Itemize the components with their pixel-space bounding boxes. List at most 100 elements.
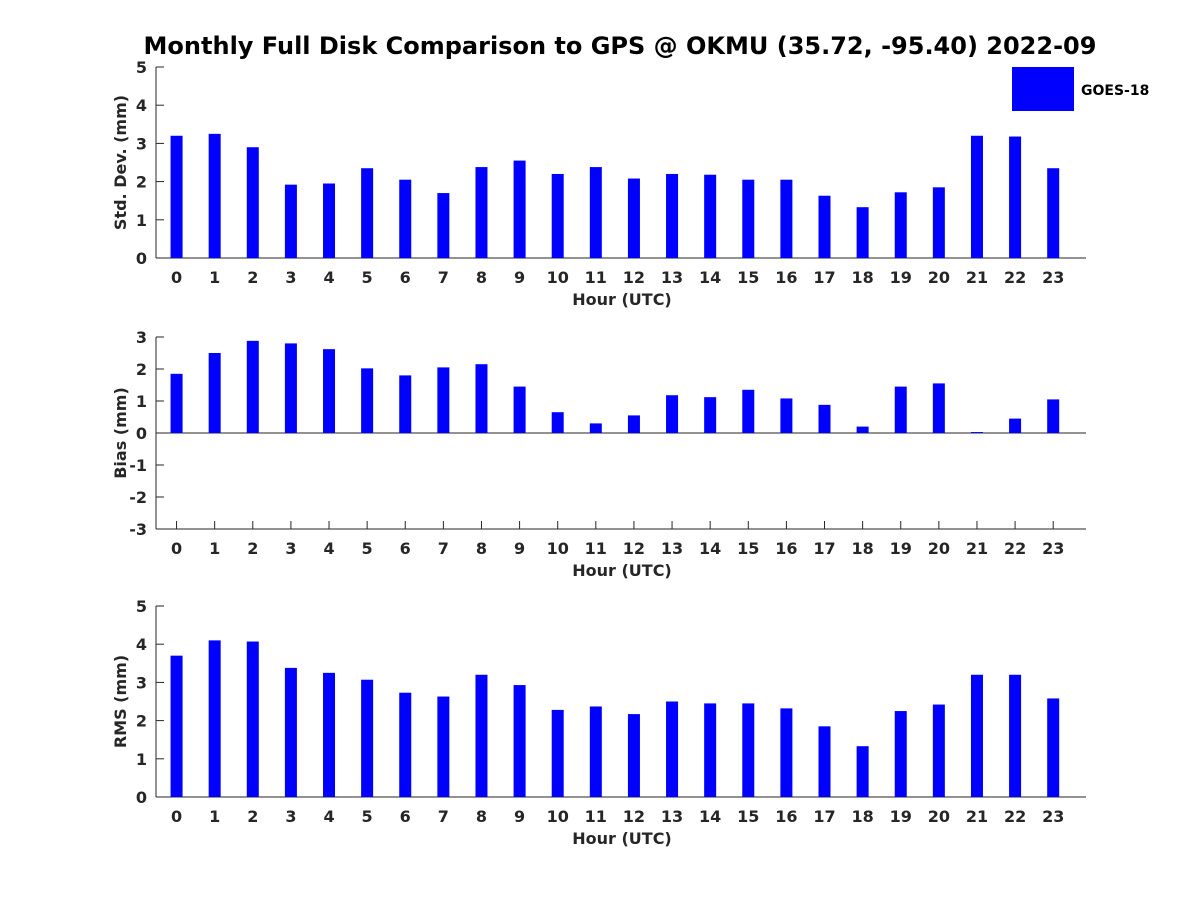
legend: GOES-18 bbox=[1012, 67, 1149, 111]
bar-hour-22 bbox=[1009, 136, 1022, 258]
x-tick-label: 3 bbox=[285, 807, 296, 826]
x-tick-label: 20 bbox=[928, 807, 950, 826]
x-tick-label: 6 bbox=[400, 807, 411, 826]
x-tick-label: 6 bbox=[400, 539, 411, 558]
x-tick-label: 19 bbox=[890, 807, 912, 826]
x-tick-label: 7 bbox=[438, 539, 449, 558]
y-tick-label: 3 bbox=[136, 134, 147, 153]
bar-hour-13 bbox=[666, 173, 679, 258]
bar-hour-0 bbox=[170, 135, 183, 258]
y-tick-label: 3 bbox=[136, 328, 147, 347]
x-tick-label: 8 bbox=[476, 807, 487, 826]
x-tick-label: 8 bbox=[476, 539, 487, 558]
bar-hour-14 bbox=[704, 174, 717, 258]
x-tick-label: 17 bbox=[813, 268, 835, 287]
bar-hour-20 bbox=[932, 704, 945, 797]
bar-hour-2 bbox=[246, 147, 259, 258]
bar-hour-17 bbox=[818, 726, 831, 797]
x-tick-label: 17 bbox=[813, 539, 835, 558]
bar-hour-4 bbox=[323, 183, 336, 258]
x-tick-label: 6 bbox=[400, 268, 411, 287]
bar-hour-0 bbox=[170, 655, 183, 797]
y-tick-label: 1 bbox=[136, 392, 147, 411]
bar-hour-16 bbox=[780, 708, 793, 797]
x-tick-label: 13 bbox=[661, 268, 683, 287]
bar-hour-13 bbox=[666, 701, 679, 797]
x-tick-label: 18 bbox=[851, 807, 873, 826]
x-tick-label: 7 bbox=[438, 268, 449, 287]
x-tick-label: 18 bbox=[851, 539, 873, 558]
bar-hour-8 bbox=[475, 674, 488, 797]
bar-hour-15 bbox=[742, 389, 755, 433]
x-tick-label: 19 bbox=[890, 268, 912, 287]
bar-hour-23 bbox=[1047, 399, 1060, 433]
x-tick-label: 14 bbox=[699, 539, 721, 558]
bar-hour-5 bbox=[361, 368, 374, 433]
bar-hour-7 bbox=[437, 696, 450, 797]
y-tick-label: 2 bbox=[136, 712, 147, 731]
bar-hour-12 bbox=[627, 714, 640, 797]
x-tick-label: 9 bbox=[514, 268, 525, 287]
bar-hour-4 bbox=[323, 672, 336, 797]
x-tick-label: 3 bbox=[285, 268, 296, 287]
bar-hour-18 bbox=[856, 746, 869, 797]
x-tick-label: 1 bbox=[209, 268, 220, 287]
y-tick-label: -1 bbox=[129, 456, 147, 475]
bar-hour-11 bbox=[589, 706, 602, 797]
bar-hour-1 bbox=[208, 133, 221, 258]
x-tick-label: 16 bbox=[775, 807, 797, 826]
x-tick-label: 21 bbox=[966, 268, 988, 287]
x-tick-label: 9 bbox=[514, 807, 525, 826]
bar-hour-18 bbox=[856, 426, 869, 433]
x-tick-label: 5 bbox=[362, 807, 373, 826]
x-tick-label: 12 bbox=[623, 539, 645, 558]
y-tick-label: 1 bbox=[136, 750, 147, 769]
bar-hour-11 bbox=[589, 423, 602, 433]
y-tick-label: 5 bbox=[136, 58, 147, 77]
bar-hour-4 bbox=[323, 349, 336, 433]
x-tick-label: 10 bbox=[547, 807, 569, 826]
x-tick-label: 1 bbox=[209, 807, 220, 826]
legend-swatch bbox=[1012, 67, 1074, 111]
bar-hour-19 bbox=[894, 386, 907, 433]
x-tick-label: 2 bbox=[247, 268, 258, 287]
x-axis-label: Hour (UTC) bbox=[572, 290, 672, 309]
y-tick-label: 5 bbox=[136, 597, 147, 616]
bar-hour-9 bbox=[513, 160, 526, 258]
bar-hour-14 bbox=[704, 703, 717, 797]
bar-hour-20 bbox=[932, 187, 945, 258]
x-tick-label: 15 bbox=[737, 268, 759, 287]
bar-hour-21 bbox=[970, 674, 983, 797]
x-tick-label: 16 bbox=[775, 268, 797, 287]
x-tick-label: 13 bbox=[661, 807, 683, 826]
y-tick-label: 0 bbox=[136, 788, 147, 807]
bar-hour-12 bbox=[627, 178, 640, 258]
bar-hour-13 bbox=[666, 395, 679, 433]
x-tick-label: 23 bbox=[1042, 539, 1064, 558]
bar-hour-15 bbox=[742, 703, 755, 797]
x-tick-label: 7 bbox=[438, 807, 449, 826]
x-tick-label: 5 bbox=[362, 539, 373, 558]
bar-hour-21 bbox=[970, 432, 983, 433]
y-tick-label: -3 bbox=[129, 520, 147, 539]
bar-hour-3 bbox=[284, 184, 297, 258]
bar-hour-16 bbox=[780, 398, 793, 433]
y-axis-label: Std. Dev. (mm) bbox=[111, 95, 130, 230]
x-tick-label: 15 bbox=[737, 807, 759, 826]
y-tick-label: -2 bbox=[129, 488, 147, 507]
x-tick-label: 22 bbox=[1004, 539, 1026, 558]
bar-hour-17 bbox=[818, 195, 831, 258]
bar-hour-11 bbox=[589, 167, 602, 258]
bar-hour-6 bbox=[399, 179, 412, 258]
bar-hour-9 bbox=[513, 685, 526, 797]
legend-label: GOES-18 bbox=[1081, 83, 1149, 99]
bar-hour-3 bbox=[284, 343, 297, 433]
x-tick-label: 21 bbox=[966, 807, 988, 826]
y-tick-label: 0 bbox=[136, 249, 147, 268]
bar-hour-23 bbox=[1047, 698, 1060, 797]
x-tick-label: 23 bbox=[1042, 807, 1064, 826]
x-tick-label: 10 bbox=[547, 539, 569, 558]
x-tick-label: 1 bbox=[209, 539, 220, 558]
x-tick-label: 11 bbox=[585, 807, 607, 826]
